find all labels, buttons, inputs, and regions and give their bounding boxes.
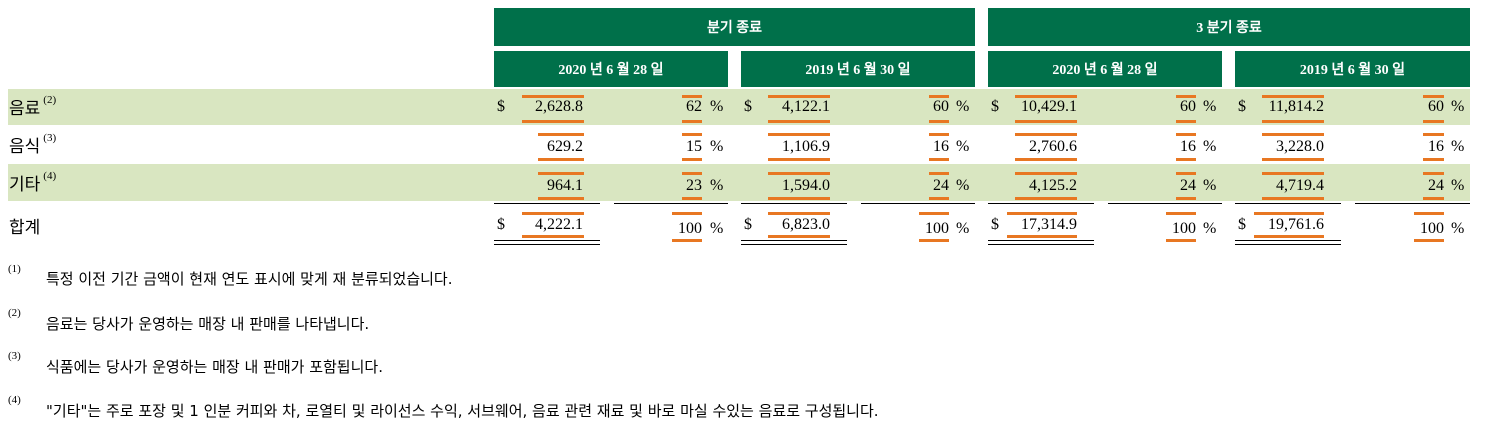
cell-pct: 16 xyxy=(933,138,949,155)
cell-amount: 1,594.0 xyxy=(782,177,830,194)
cell-amount: 17,314.9 xyxy=(1021,216,1077,233)
row-band-other xyxy=(8,164,1470,201)
cell-dollar: $ xyxy=(744,216,752,233)
cell-pct-sign: % xyxy=(710,177,724,194)
cell-pct-sign: % xyxy=(1451,177,1465,194)
row-band-beverage xyxy=(8,89,1470,125)
cell-amount: 3,228.0 xyxy=(1276,138,1324,155)
header-col-2: 2019 년 6 월 30 일 xyxy=(741,51,975,87)
cell-amount: 4,222.1 xyxy=(535,216,583,233)
cell-pct: 100 xyxy=(678,220,702,237)
footnote-mark-1: (1) xyxy=(8,263,21,275)
cell-pct: 15 xyxy=(686,138,702,155)
cell-amount: 2,760.6 xyxy=(1029,138,1077,155)
cell-pct: 24 xyxy=(1428,177,1444,194)
cell-amount: 4,719.4 xyxy=(1276,177,1324,194)
cell-pct-sign: % xyxy=(710,220,724,237)
cell-pct: 60 xyxy=(1180,98,1196,115)
cell-pct-sign: % xyxy=(1451,98,1465,115)
cell-amount: 6,823.0 xyxy=(782,216,830,233)
cell-pct-sign: % xyxy=(710,138,724,155)
cell-dollar: $ xyxy=(744,98,752,115)
cell-dollar: $ xyxy=(991,216,999,233)
cell-pct: 24 xyxy=(1180,177,1196,194)
cell-pct: 60 xyxy=(933,98,949,115)
cell-dollar: $ xyxy=(1238,216,1246,233)
footnote-text-4: "기타"는 주로 포장 및 1 인분 커피와 차, 로열티 및 라이선스 수익,… xyxy=(46,402,879,420)
header-col-3: 2020 년 6 월 28 일 xyxy=(988,51,1222,87)
row-label-beverage: 음료 (2) xyxy=(9,94,57,119)
cell-pct-sign: % xyxy=(956,98,970,115)
cell-pct-sign: % xyxy=(1203,98,1217,115)
cell-dollar: $ xyxy=(1238,98,1246,115)
cell-dollar: $ xyxy=(497,216,505,233)
cell-pct: 16 xyxy=(1180,138,1196,155)
cell-dollar: $ xyxy=(991,98,999,115)
cell-pct-sign: % xyxy=(1203,138,1217,155)
footnote-mark-3: (3) xyxy=(8,350,21,362)
header-col-4: 2019 년 6 월 30 일 xyxy=(1235,51,1470,87)
cell-amount: 964.1 xyxy=(547,177,583,194)
cell-pct-sign: % xyxy=(1203,220,1217,237)
cell-amount: 10,429.1 xyxy=(1021,98,1077,115)
cell-amount: 2,628.8 xyxy=(535,98,583,115)
row-label-other: 기타 (4) xyxy=(9,170,57,195)
cell-pct: 100 xyxy=(1172,220,1196,237)
cell-pct-sign: % xyxy=(1451,138,1465,155)
footnote-mark-4: (4) xyxy=(8,394,21,406)
cell-amount: 19,761.6 xyxy=(1268,216,1324,233)
cell-pct-sign: % xyxy=(956,177,970,194)
cell-amount: 1,106.9 xyxy=(782,138,830,155)
row-label-food: 음식 (3) xyxy=(9,132,57,157)
cell-pct-sign: % xyxy=(956,138,970,155)
row-label-total: 합계 xyxy=(9,218,41,238)
cell-pct: 100 xyxy=(925,220,949,237)
cell-pct-sign: % xyxy=(956,220,970,237)
cell-dollar: $ xyxy=(497,98,505,115)
cell-amount: 4,122.1 xyxy=(782,98,830,115)
cell-pct: 23 xyxy=(686,177,702,194)
cell-amount: 629.2 xyxy=(547,138,583,155)
cell-pct-sign: % xyxy=(710,98,724,115)
cell-pct-sign: % xyxy=(1203,177,1217,194)
cell-pct: 100 xyxy=(1420,220,1444,237)
footnote-text-2: 음료는 당사가 운영하는 매장 내 판매를 나타냅니다. xyxy=(46,315,370,333)
header-col-1: 2020 년 6 월 28 일 xyxy=(494,51,728,87)
footnote-mark-2: (2) xyxy=(8,307,21,319)
footnote-text-3: 식품에는 당사가 운영하는 매장 내 판매가 포함됩니다. xyxy=(46,358,383,376)
cell-amount: 11,814.2 xyxy=(1268,98,1324,115)
cell-pct: 16 xyxy=(1428,138,1444,155)
cell-amount: 4,125.2 xyxy=(1029,177,1077,194)
cell-pct: 62 xyxy=(686,98,702,115)
cell-pct-sign: % xyxy=(1451,220,1465,237)
cell-pct: 24 xyxy=(933,177,949,194)
header-group-three-quarters: 3 분기 종료 xyxy=(988,8,1470,46)
footnote-text-1: 특정 이전 기간 금액이 현재 연도 표시에 맞게 재 분류되었습니다. xyxy=(46,270,453,288)
cell-pct: 60 xyxy=(1428,98,1444,115)
header-group-quarter: 분기 종료 xyxy=(494,8,975,46)
